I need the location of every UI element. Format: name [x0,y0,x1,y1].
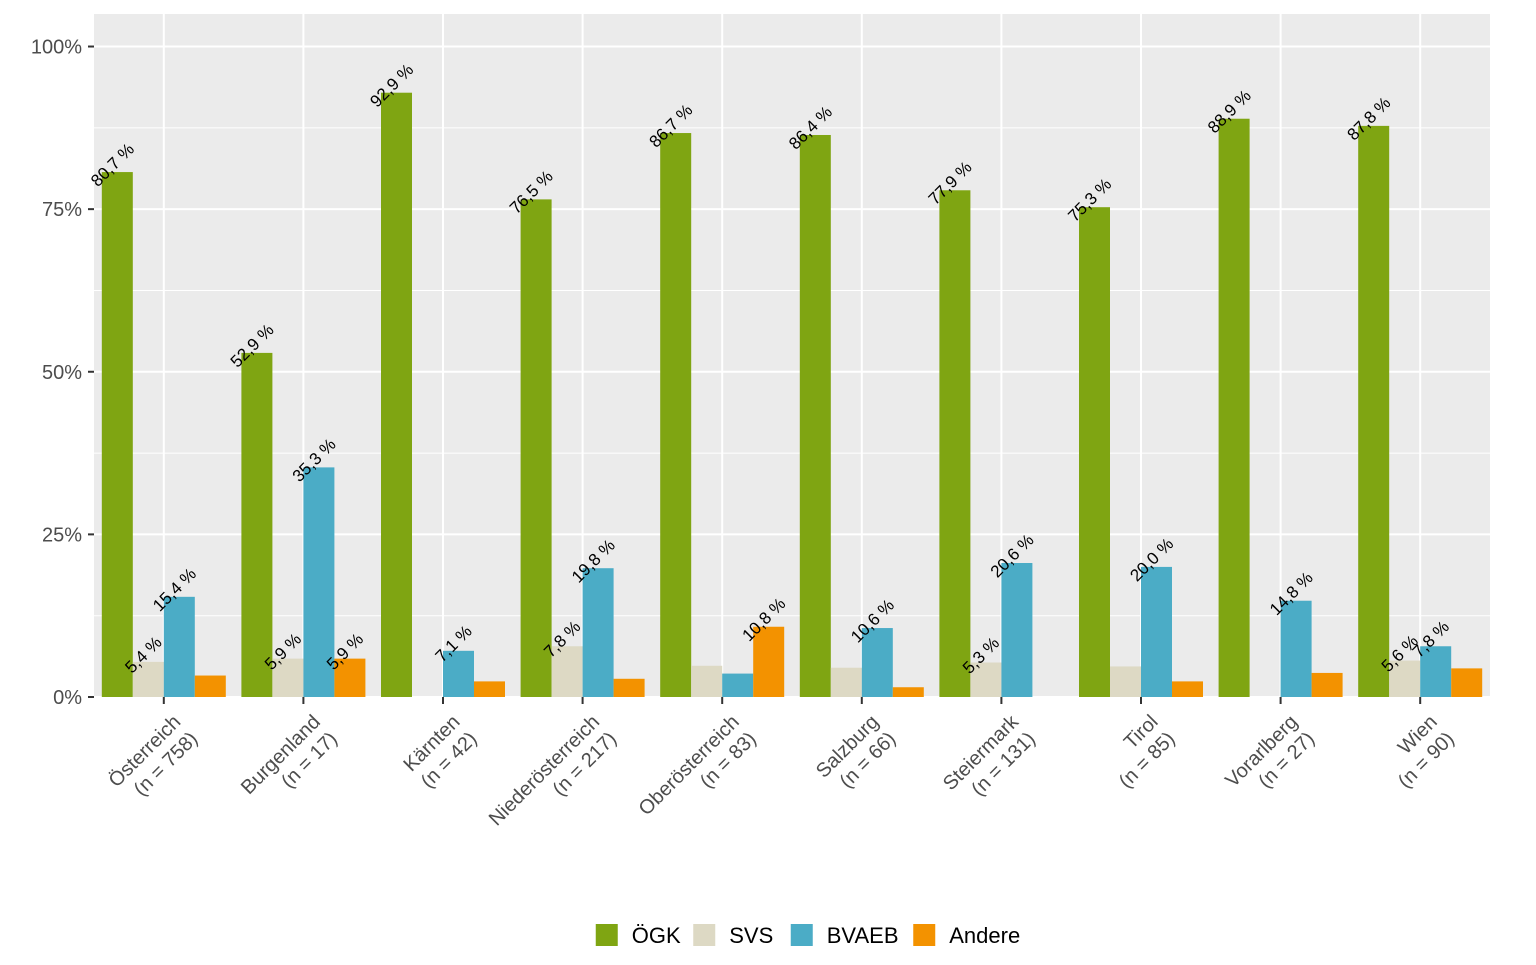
bar [551,646,583,697]
bar [241,352,273,697]
bar [582,568,614,697]
bar [303,467,335,697]
bar [939,190,971,697]
x-axis: Österreich(n = 758) Burgenland(n = 17) Kär… [105,697,1459,847]
bar [381,92,412,697]
legend-label: ÖGK [632,923,681,948]
x-tick-label: Burgenland(n = 17) [237,711,342,816]
bar [1420,646,1452,697]
bar [861,628,893,697]
bar [1311,672,1343,697]
bar [1079,207,1110,698]
y-tick-label: 25% [42,524,82,546]
y-tick-label: 75% [42,199,82,221]
bar [722,673,754,697]
bars-group [101,92,1483,698]
x-tick-label: Kärnten(n = 42) [399,711,481,793]
x-tick-label: Österreich(n = 758) [105,711,203,809]
bar [334,658,366,697]
legend-key [913,924,936,946]
bar [132,661,164,697]
legend-label: BVAEB [827,923,899,948]
bar [1172,681,1203,697]
x-tick-label: Steiermark(n = 131) [939,710,1041,812]
legend-key [595,924,618,946]
bar [272,658,304,697]
legend: ÖGK SVS BVAEB Andere [595,923,1020,948]
y-tick-label: 100% [31,37,82,59]
x-tick-label: Salzburg(n = 66) [812,711,900,799]
x-tick-label: Wien(n = 90) [1377,711,1459,793]
legend-label: Andere [949,923,1020,948]
bar [194,675,226,697]
bar [1001,563,1033,697]
bar [799,134,831,697]
legend-key [693,924,716,946]
bar [970,662,1002,697]
bar [443,650,474,697]
bar [691,665,723,697]
y-axis: 0% 25% 50% 75% 100% [31,37,94,709]
bar [1358,125,1390,698]
bar [520,199,552,697]
bar [892,687,924,697]
bar [1110,666,1141,697]
x-tick-label: Vorarlberg(n = 27) [1221,711,1319,809]
bar [1389,660,1421,697]
bar [830,667,862,697]
bar [163,596,195,697]
x-tick-label: Oberösterreich(n = 83) [635,711,761,837]
bar [1141,566,1172,697]
bar [1218,118,1250,697]
bar [1451,668,1483,697]
x-tick-label: Niederösterreich(n = 217) [485,711,621,847]
legend-label: SVS [729,923,773,948]
bar [753,626,785,697]
bar [660,133,692,698]
bar [101,172,133,697]
x-tick-label: Tirol(n = 85) [1098,711,1180,793]
bar [613,678,645,697]
legend-key [790,924,813,946]
y-tick-label: 0% [53,687,82,709]
bar [474,681,505,697]
y-tick-label: 50% [42,362,82,384]
bar [1280,600,1312,697]
